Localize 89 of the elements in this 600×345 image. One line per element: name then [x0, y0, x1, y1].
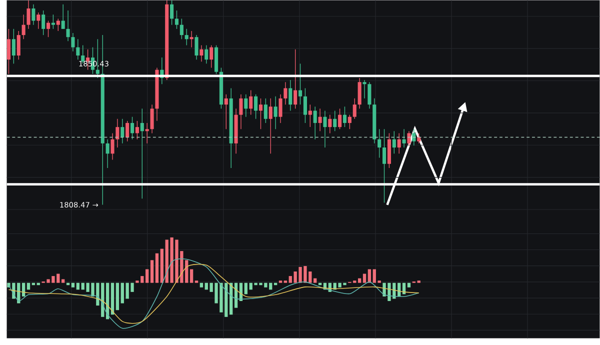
candlestick: [32, 4, 36, 26]
candlestick: [352, 98, 356, 120]
candlestick: [254, 94, 258, 120]
candlestick: [135, 120, 139, 140]
bar: [368, 269, 372, 283]
candlestick: [397, 132, 401, 154]
bar: [26, 282, 30, 290]
bar: [146, 269, 149, 283]
bar: [244, 282, 248, 294]
candlestick: [22, 14, 26, 40]
candlestick: [204, 44, 208, 64]
bar: [372, 269, 376, 283]
candlestick: [268, 98, 272, 154]
candlestick: [239, 94, 243, 130]
candlestick: [110, 132, 114, 160]
candlestick: [318, 108, 322, 132]
candlestick: [16, 30, 20, 60]
candlestick: [407, 130, 411, 146]
candlestick: [66, 10, 70, 42]
bar: [358, 278, 362, 283]
bar: [155, 253, 159, 283]
candlestick: [264, 98, 268, 124]
candlestick: [358, 78, 362, 109]
candlestick: [6, 28, 11, 74]
candlestick: [368, 82, 372, 109]
bar: [76, 282, 80, 290]
candlestick: [313, 106, 317, 140]
candlestick: [298, 63, 302, 105]
candlestick: [210, 44, 214, 68]
bar: [116, 282, 120, 310]
candlestick: [338, 108, 342, 130]
candlestick: [284, 82, 288, 105]
candlestick: [417, 132, 421, 144]
bar: [314, 278, 317, 283]
candlestick: [200, 44, 204, 62]
candlestick: [140, 108, 144, 199]
candlestick: [46, 20, 50, 38]
bar: [62, 279, 65, 283]
candlestick: [145, 122, 149, 144]
bar: [200, 282, 204, 288]
bar: [160, 248, 164, 283]
candlestick: [303, 88, 307, 124]
candlestick: [294, 49, 298, 109]
candlestick: [56, 18, 60, 32]
candlestick: [224, 94, 228, 130]
candlestick: [184, 28, 188, 46]
candlestick: [170, 0, 174, 26]
candlestick: [323, 110, 327, 148]
candlestick: [308, 104, 312, 128]
candlestick: [288, 80, 292, 112]
candlestick: [174, 10, 179, 30]
candlestick: [106, 138, 110, 168]
bar: [150, 260, 154, 283]
candlestick: [26, 0, 30, 30]
candlestick: [412, 128, 416, 146]
candlestick: [392, 130, 396, 154]
candlestick: [278, 94, 282, 124]
candlestick: [76, 38, 80, 60]
candlestick: [274, 96, 278, 130]
bar: [407, 282, 411, 288]
candlestick: [333, 110, 337, 132]
candlestick: [348, 114, 352, 130]
candlestick: [328, 114, 332, 134]
bar: [110, 282, 114, 315]
bar: [71, 282, 75, 288]
candlestick: [51, 14, 55, 30]
candlestick: [258, 98, 263, 130]
candlestick: [130, 116, 134, 140]
candlestick: [116, 118, 120, 148]
candlestick: [382, 128, 386, 204]
candlestick: [126, 120, 130, 142]
candlestick: [180, 18, 184, 40]
bar: [362, 274, 366, 283]
candlestick: [402, 128, 406, 148]
candlestick: [249, 90, 253, 116]
candlestick: [42, 10, 46, 36]
candlestick: [244, 94, 248, 118]
candlestick: [61, 4, 65, 30]
candlestick: [190, 30, 194, 48]
candlestick: [378, 128, 382, 158]
bar: [190, 269, 194, 283]
candlestick: [150, 104, 154, 134]
candlestick: [36, 12, 40, 30]
candlestick: [120, 118, 124, 144]
candlestick: [194, 34, 198, 60]
candlestick: [362, 80, 366, 99]
candlestick: [71, 32, 75, 52]
candlestick: [342, 106, 347, 128]
candlestick: [12, 28, 16, 64]
